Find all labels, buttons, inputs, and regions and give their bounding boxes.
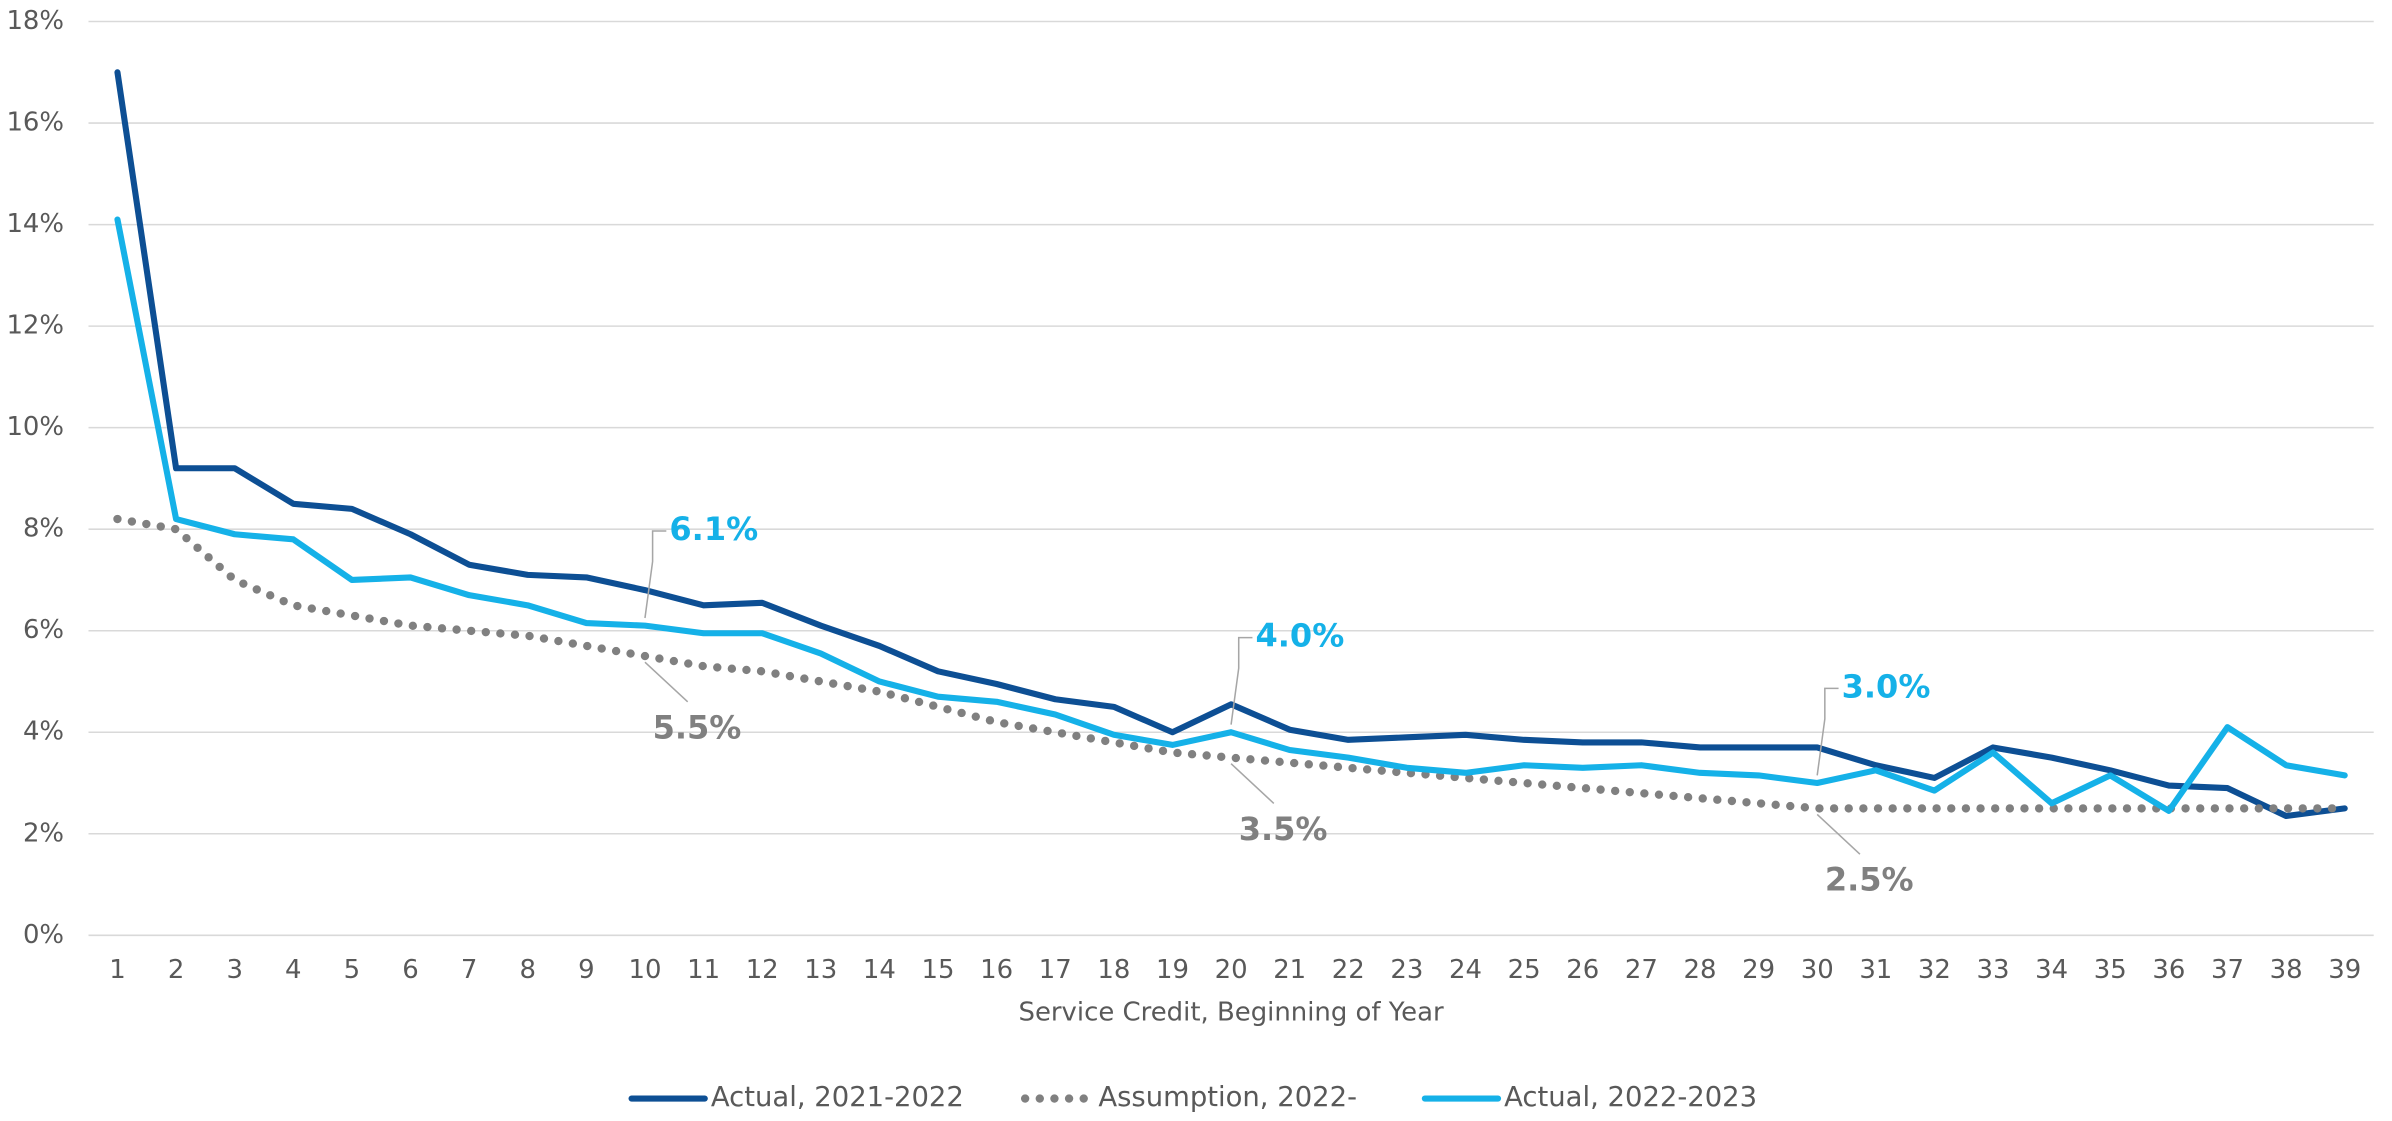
x-tick-label: 17 <box>1039 955 1072 985</box>
x-tick-label: 30 <box>1801 955 1834 985</box>
x-tick-label: 2 <box>168 955 185 985</box>
x-tick-label: 11 <box>687 955 720 985</box>
x-tick-label: 35 <box>2094 955 2127 985</box>
x-tick-label: 21 <box>1273 955 1306 985</box>
x-tick-label: 15 <box>922 955 955 985</box>
x-tick-label: 1 <box>109 955 126 985</box>
data-label: 3.0% <box>1842 667 1931 705</box>
x-tick-label: 29 <box>1742 955 1775 985</box>
y-tick-label: 18% <box>6 6 64 36</box>
leader-line <box>644 530 667 619</box>
leader-line <box>1230 636 1253 725</box>
x-tick-label: 23 <box>1390 955 1423 985</box>
x-tick-label: 31 <box>1859 955 1892 985</box>
x-tick-label: 28 <box>1683 955 1716 985</box>
x-tick-label: 37 <box>2211 955 2244 985</box>
y-tick-label: 16% <box>6 108 64 138</box>
x-tick-label: 38 <box>2270 955 2303 985</box>
x-tick-label: 19 <box>1156 955 1189 985</box>
x-tick-label: 18 <box>1097 955 1130 985</box>
y-tick-label: 12% <box>6 311 64 341</box>
x-tick-label: 16 <box>980 955 1013 985</box>
y-tick-label: 14% <box>6 209 64 239</box>
x-tick-label: 14 <box>863 955 896 985</box>
x-tick-label: 12 <box>746 955 779 985</box>
legend-label: Actual, 2022-2023 <box>1504 1082 1757 1113</box>
x-tick-label: 22 <box>1332 955 1365 985</box>
x-tick-label: 13 <box>804 955 837 985</box>
x-tick-label: 8 <box>519 955 536 985</box>
leader-line <box>1230 763 1275 804</box>
y-tick-label: 0% <box>23 920 64 950</box>
x-tick-label: 34 <box>2035 955 2068 985</box>
leader-line <box>1816 813 1861 855</box>
x-tick-label: 33 <box>1977 955 2010 985</box>
x-tick-label: 6 <box>402 955 418 985</box>
leader-line <box>644 661 689 703</box>
x-tick-label: 32 <box>1918 955 1951 985</box>
x-tick-label: 7 <box>461 955 478 985</box>
x-tick-label: 5 <box>344 955 361 985</box>
x-axis-title: Service Credit, Beginning of Year <box>1019 998 1444 1028</box>
legend-label: Assumption, 2022- <box>1098 1082 1357 1113</box>
x-tick-label: 25 <box>1508 955 1541 985</box>
x-tick-label: 26 <box>1566 955 1599 985</box>
y-tick-label: 6% <box>23 615 64 645</box>
x-tick-label: 10 <box>628 955 661 985</box>
x-tick-label: 39 <box>2328 955 2361 985</box>
x-tick-label: 36 <box>2152 955 2185 985</box>
y-tick-label: 10% <box>6 412 64 442</box>
y-tick-label: 2% <box>23 818 64 848</box>
leader-line <box>1816 687 1839 776</box>
x-tick-label: 9 <box>578 955 595 985</box>
x-tick-label: 24 <box>1449 955 1482 985</box>
y-tick-label: 8% <box>23 514 64 544</box>
data-label: 2.5% <box>1825 861 1914 899</box>
series-line <box>114 69 2348 820</box>
data-label: 5.5% <box>653 708 742 746</box>
x-tick-label: 27 <box>1625 955 1658 985</box>
data-label: 6.1% <box>669 510 758 548</box>
x-tick-label: 20 <box>1215 955 1248 985</box>
series-line <box>114 216 2348 814</box>
x-tick-label: 3 <box>226 955 243 985</box>
data-label: 3.5% <box>1239 810 1328 848</box>
data-label: 4.0% <box>1255 617 1344 655</box>
x-tick-label: 4 <box>285 955 302 985</box>
series-line <box>113 514 2349 813</box>
y-tick-label: 4% <box>23 717 64 747</box>
legend-label: Actual, 2021-2022 <box>711 1082 964 1113</box>
